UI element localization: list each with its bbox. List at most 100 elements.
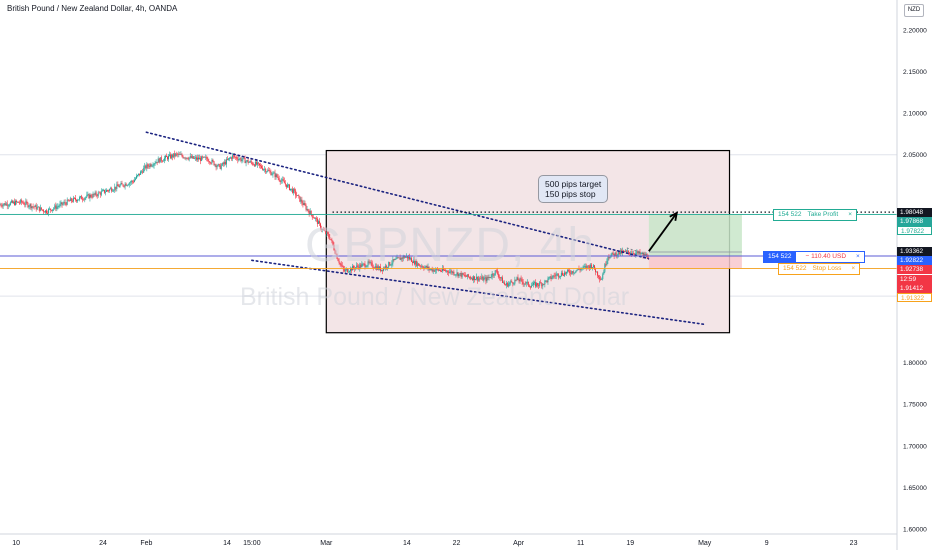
time-tick-label: Feb xyxy=(140,540,152,547)
candle-body xyxy=(510,281,512,283)
take-profit-zone[interactable] xyxy=(648,214,742,257)
candle-body xyxy=(391,263,393,265)
candle-body xyxy=(155,161,157,164)
candle-body xyxy=(47,213,49,214)
price-tick-label: 1.65000 xyxy=(903,485,927,492)
candle-body xyxy=(122,184,124,186)
candle-body xyxy=(515,279,517,281)
candle-body xyxy=(275,174,277,178)
entry-close-icon[interactable]: × xyxy=(856,253,860,260)
candle-body xyxy=(518,280,520,282)
entry-label[interactable]: 154 522 − 110.40 USD × xyxy=(763,251,865,263)
time-axis[interactable]: 10 24 Feb 14 15:00 Mar 14 22 Apr 11 19 May 9 23 xyxy=(0,533,897,547)
candle-body xyxy=(461,273,463,277)
candle-body xyxy=(422,266,424,268)
trendline-lower[interactable] xyxy=(251,259,706,326)
candle-body xyxy=(152,165,154,167)
candle-body xyxy=(219,164,221,169)
candle-body xyxy=(473,276,475,281)
candle-body xyxy=(231,157,233,159)
candle-body xyxy=(222,162,224,165)
candle-body xyxy=(436,268,438,270)
candle-body xyxy=(609,257,611,259)
candle-body xyxy=(171,154,173,159)
candle-body xyxy=(558,276,560,278)
candle-body xyxy=(604,264,606,272)
candle-body xyxy=(60,202,62,204)
entry-pnl: − 110.40 USD xyxy=(805,253,847,260)
candle-body xyxy=(108,190,110,192)
take-profit-label[interactable]: 154 522 Take Profit × xyxy=(773,209,858,221)
candle-body xyxy=(614,252,616,257)
tp-close-icon[interactable]: × xyxy=(848,211,853,218)
stop-loss-label[interactable]: 154 522 Stop Loss × xyxy=(778,263,861,275)
candle-body xyxy=(545,280,547,282)
candle-body xyxy=(168,155,170,160)
candle-body xyxy=(587,265,589,267)
candle-body xyxy=(489,277,491,278)
candle-body xyxy=(464,274,466,277)
candle-body xyxy=(562,275,564,276)
candle-body xyxy=(198,157,200,160)
candle-body xyxy=(40,207,42,210)
candle-body xyxy=(458,273,460,277)
candle-body xyxy=(185,157,187,159)
candle-body xyxy=(97,192,99,196)
candle-body xyxy=(385,265,387,269)
candle-body xyxy=(551,277,553,279)
candle-body xyxy=(506,282,508,286)
candle-body xyxy=(524,283,526,285)
time-tick-label: 11 xyxy=(577,540,584,547)
candle-body xyxy=(196,157,198,160)
candle-body xyxy=(37,206,39,208)
candle-body xyxy=(382,269,384,271)
candle-body xyxy=(117,184,119,187)
candle-body xyxy=(607,257,609,261)
candle-body xyxy=(434,270,436,272)
candle-body xyxy=(566,271,568,274)
candle-body xyxy=(595,269,597,273)
candle-body xyxy=(284,183,286,185)
candle-body xyxy=(331,239,333,241)
projection-arrow-line[interactable] xyxy=(648,212,678,252)
candle-body xyxy=(344,269,346,272)
price-tag: 1.93362 xyxy=(897,247,932,256)
price-tag: 1.92738 xyxy=(897,265,932,275)
candle-body xyxy=(645,254,647,256)
candle-body xyxy=(243,157,245,159)
candle-body xyxy=(397,257,399,259)
candle-body xyxy=(474,276,476,281)
candle-body xyxy=(511,281,513,283)
candle-body xyxy=(195,157,197,160)
stop-loss-zone[interactable] xyxy=(648,256,742,269)
candle-body xyxy=(103,189,105,193)
candle-body xyxy=(453,271,455,275)
candle-body xyxy=(548,277,550,279)
candle-body xyxy=(4,203,6,206)
candle-body xyxy=(9,202,11,206)
candle-body xyxy=(417,263,419,266)
candle-body xyxy=(341,265,343,267)
projection-arrow-head[interactable] xyxy=(669,211,679,221)
candle-body xyxy=(203,156,205,158)
watermark-symbol: GBPNZD, 4h xyxy=(305,219,596,272)
candle-body xyxy=(169,154,171,156)
candle-body xyxy=(561,272,563,276)
callout-note[interactable]: 500 pips target 150 pips stop xyxy=(538,175,608,203)
price-tick-label: 1.60000 xyxy=(903,527,927,534)
candle-body xyxy=(114,186,116,191)
sl-close-icon[interactable]: × xyxy=(851,265,856,272)
currency-button[interactable]: NZD xyxy=(904,4,924,17)
price-tick-label: 1.80000 xyxy=(903,360,927,367)
candle-body xyxy=(452,271,454,274)
candle-body xyxy=(539,282,541,286)
candle-body xyxy=(256,162,258,165)
candle-body xyxy=(241,159,243,161)
candle-body xyxy=(80,196,82,198)
candle-body xyxy=(500,277,502,279)
long-position-tool[interactable] xyxy=(0,211,897,269)
trendlines[interactable] xyxy=(145,131,897,326)
trendline-upper[interactable] xyxy=(145,131,650,260)
candle-body xyxy=(522,281,524,284)
